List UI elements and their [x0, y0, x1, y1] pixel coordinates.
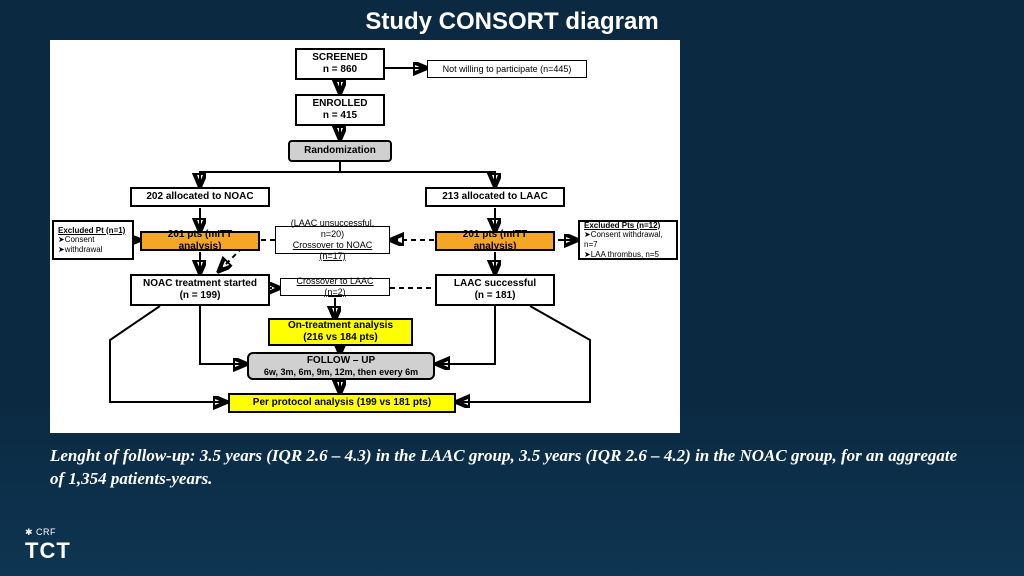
label: 213 allocated to LAAC — [442, 191, 548, 203]
label: (216 vs 184 pts) — [303, 332, 378, 344]
node-mitt-left: 201 pts (mITT analysis) — [140, 231, 260, 251]
label: Not willing to participate (n=445) — [443, 64, 572, 75]
node-crossover-laac: Crossover to LAAC (n=2) — [280, 278, 390, 296]
caption-text: Lenght of follow-up: 3.5 years (IQR 2.6 … — [50, 445, 970, 491]
label: Excluded Pt (n=1) — [58, 226, 125, 236]
logo-event: TCT — [25, 538, 71, 564]
label: n = 415 — [323, 110, 357, 122]
node-followup: FOLLOW – UP 6w, 3m, 6m, 9m, 12m, then ev… — [247, 352, 435, 380]
label: Crossover to NOAC (n=17) — [280, 240, 385, 262]
label: (LAAC unsuccessful, n=20) — [280, 218, 385, 240]
label: (n = 181) — [475, 290, 516, 302]
node-mitt-right: 201 pts (mITT analysis) — [435, 231, 555, 251]
node-noac-started: NOAC treatment started (n = 199) — [130, 274, 270, 306]
slide-title: Study CONSORT diagram — [0, 0, 1024, 36]
node-laac-alloc: 213 allocated to LAAC — [425, 187, 565, 207]
label: On-treatment analysis — [288, 320, 393, 332]
label: ➤withdrawal — [58, 245, 103, 255]
label: Per protocol analysis (199 vs 181 pts) — [253, 397, 431, 409]
label: 201 pts (mITT analysis) — [441, 229, 549, 253]
node-on-treatment: On-treatment analysis (216 vs 184 pts) — [268, 318, 413, 346]
label: SCREENED — [312, 52, 368, 64]
logo-org: ✱ CRF — [25, 527, 71, 538]
node-laac-success: LAAC successful (n = 181) — [435, 274, 555, 306]
label: ENROLLED — [313, 98, 368, 110]
node-randomization: Randomization — [288, 140, 392, 162]
node-per-protocol: Per protocol analysis (199 vs 181 pts) — [228, 393, 456, 413]
label: Crossover to LAAC (n=2) — [285, 276, 385, 298]
label: 6w, 3m, 6m, 9m, 12m, then every 6m — [264, 367, 418, 378]
label: n = 860 — [323, 64, 357, 76]
node-excluded-left: Excluded Pt (n=1) ➤Consent ➤withdrawal — [52, 220, 134, 260]
node-crossover-noac: (LAAC unsuccessful, n=20) Crossover to N… — [275, 226, 390, 254]
label: LAAC successful — [454, 278, 536, 290]
label: Excluded Pts (n=12) — [584, 221, 660, 231]
label: ➤Consent — [58, 235, 95, 245]
node-not-willing: Not willing to participate (n=445) — [427, 60, 587, 78]
label: 201 pts (mITT analysis) — [146, 229, 254, 253]
node-noac-alloc: 202 allocated to NOAC — [130, 187, 270, 207]
label: NOAC treatment started — [143, 278, 257, 290]
label: (n = 199) — [180, 290, 221, 302]
diagram-canvas: SCREENED n = 860 Not willing to particip… — [50, 40, 680, 433]
node-excluded-right: Excluded Pts (n=12) ➤Consent withdrawal,… — [578, 220, 678, 260]
node-enrolled: ENROLLED n = 415 — [295, 94, 385, 126]
footer-logo: ✱ CRF TCT — [25, 527, 71, 564]
label: ➤Consent withdrawal, n=7 — [584, 230, 672, 249]
label: Randomization — [304, 145, 376, 157]
node-screened: SCREENED n = 860 — [295, 48, 385, 80]
label: 202 allocated to NOAC — [146, 191, 253, 203]
label: ➤LAA thrombus, n=5 — [584, 250, 659, 260]
label: FOLLOW – UP — [307, 355, 375, 367]
